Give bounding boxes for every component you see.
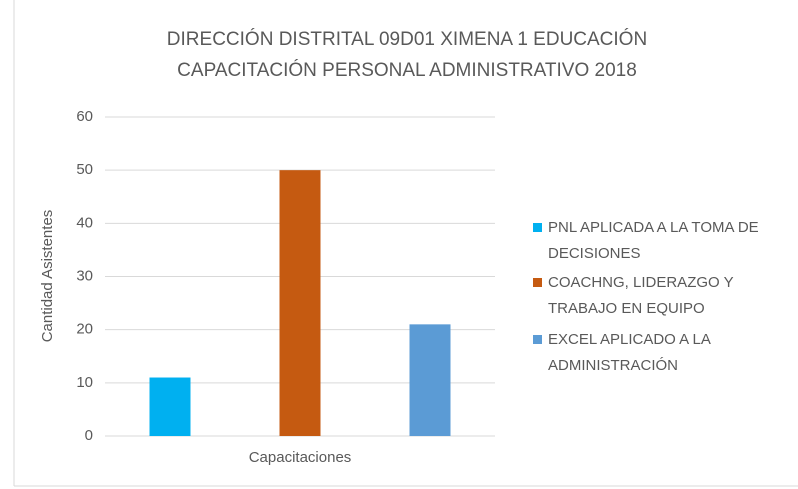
y-tick-label: 30: [76, 267, 93, 284]
legend-item: EXCEL APLICADO A LA ADMINISTRACIÓN: [533, 327, 783, 379]
y-tick-label: 50: [76, 161, 93, 178]
chart-title: CAPACITACIÓN PERSONAL ADMINISTRATIVO 201…: [177, 59, 637, 81]
legend-label: EXCEL APLICADO A LA ADMINISTRACIÓN: [548, 331, 711, 374]
legend-swatch: [533, 278, 542, 287]
bar: [149, 377, 191, 436]
bar: [279, 170, 321, 436]
y-tick-label: 0: [85, 427, 93, 444]
x-tick-label: Capacitaciones: [249, 449, 352, 466]
y-tick-label: 10: [76, 374, 93, 391]
y-tick-label: 60: [76, 108, 93, 125]
legend-label: PNL APLICADA A LA TOMA DE DECISIONES: [548, 219, 759, 262]
legend-item: PNL APLICADA A LA TOMA DE DECISIONES: [533, 215, 783, 267]
legend-label: COACHNG, LIDERAZGO Y TRABAJO EN EQUIPO: [548, 274, 734, 317]
y-tick-label: 40: [76, 214, 93, 231]
legend-item: COACHNG, LIDERAZGO Y TRABAJO EN EQUIPO: [533, 270, 783, 322]
legend-swatch: [533, 223, 542, 232]
legend-swatch: [533, 335, 542, 344]
y-tick-label: 20: [76, 321, 93, 338]
chart-title: DIRECCIÓN DISTRITAL 09D01 XIMENA 1 EDUCA…: [167, 28, 647, 50]
y-axis-label: Cantidad Asistentes: [39, 210, 56, 343]
bar: [409, 324, 451, 436]
